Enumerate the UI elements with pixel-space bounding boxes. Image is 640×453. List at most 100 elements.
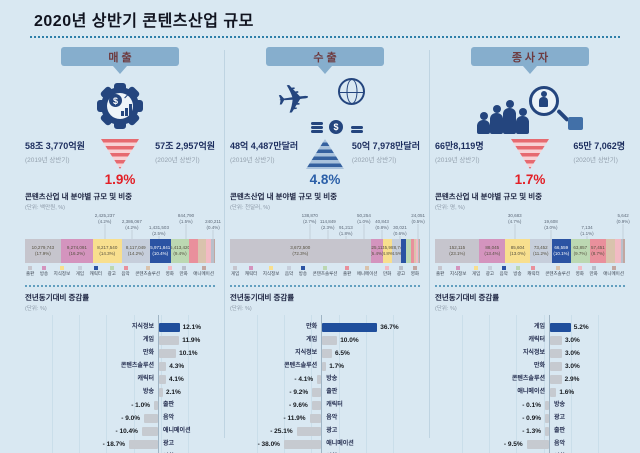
growth-value: 10.1% <box>179 350 198 357</box>
callout-leader-line <box>309 224 311 239</box>
legend-swatch <box>269 266 274 270</box>
legend-swatch <box>591 266 596 270</box>
legend-label: 지식정보 <box>262 271 280 276</box>
sales-header-label: 매출 <box>108 51 135 64</box>
callout-leader-line <box>212 230 214 239</box>
legend-item-게임: 게임 <box>231 266 239 277</box>
up-arrow-icon: ↗ <box>123 92 131 102</box>
segment-share: (6.4%) <box>370 251 384 256</box>
growth-category: 출판 <box>163 402 175 408</box>
growth-category: 만화 <box>533 363 545 369</box>
workers-header: 종사자 <box>471 47 589 66</box>
growth-category: 방송 <box>142 389 154 395</box>
growth-bar <box>545 427 549 436</box>
callout-광고: 30,021 (0.6%) <box>393 225 407 236</box>
stacked-bar: 10,279,743 (17.9%) 9,274,091 (16.2%) 8,217,5… <box>25 239 215 263</box>
legend-label: 캐릭터 <box>244 271 258 276</box>
legend-swatch <box>412 266 417 270</box>
share-callouts: 30,683 (4.7%) 19,608 (3.0%) 7,134 (1.1%) 5,642… <box>435 213 630 239</box>
legend-swatch <box>399 266 403 270</box>
legend-item-광고: 광고 <box>397 266 405 277</box>
stacked-segment-게임: 85,604 (13.0%) <box>505 239 531 263</box>
growth-section-title: 전년동기대비 증감률 <box>435 293 500 302</box>
growth-value: - 11.9% <box>283 415 306 422</box>
coin-stack-icon <box>351 130 363 133</box>
growth-value: 10.0% <box>340 337 359 344</box>
growth-category: 광고 <box>163 441 175 447</box>
share-legend: 게임 캐릭터 지식정보 음악 방송 콘텐츠솔루션 출판 애니메이션 만화 광고 영화 <box>230 266 420 277</box>
callout-애니메이션: 50,254 (1.0%) <box>357 213 371 224</box>
callout-leader-line <box>158 236 160 239</box>
growth-row-캐릭터: 4.1% 캐릭터 <box>25 373 215 386</box>
stacked-segment-음악: 66,559 (10.1%) <box>551 239 571 263</box>
stacked-segment-지식정보: 8,217,540 (14.3%) <box>93 239 122 263</box>
stacked-segment-콘텐츠솔루션 <box>197 239 207 263</box>
legend-label: 만화 <box>589 271 598 276</box>
growth-category: 콘텐츠솔루션 <box>284 363 318 369</box>
airplane-icon: ✈ <box>274 75 313 125</box>
legend-item-영화: 영화 <box>166 266 174 277</box>
stacked-segment-캐릭터: 57,451 (8.7%) <box>589 239 607 263</box>
callout-영화: 19,608 (3.0%) <box>544 219 558 230</box>
workers-change-percent: 1.7% <box>514 172 546 187</box>
person-icon <box>503 100 516 134</box>
legend-item-음악: 음악 <box>500 266 508 277</box>
stacked-segment-영화 <box>206 239 212 263</box>
segment-value: 245,904 <box>383 245 392 251</box>
sales-curr-period: (2020년 상반기) <box>155 157 200 164</box>
export-header: 수출 <box>266 47 384 66</box>
growth-value: - 9.6% <box>289 402 308 409</box>
growth-bar <box>159 362 167 371</box>
growth-bar-chart: 12.1% 지식정보 11.9% 게임 10.1% 만화 4.3% 콘텐츠솔루션 4.1% 캐릭터… <box>25 315 215 453</box>
callout-영화: 1,431,503 (2.5%) <box>148 225 169 236</box>
segment-share: (23.1%) <box>449 251 466 256</box>
export-curr-period: (2020년 상반기) <box>351 157 397 164</box>
growth-bar <box>322 323 378 332</box>
stacked-bar: 152,115 (23.1%) 88,045 (13.4%) 85,604 (13.0%)… <box>435 239 625 263</box>
legend-swatch <box>515 266 520 270</box>
growth-category: 음악 <box>163 415 175 421</box>
legend-label: 콘텐츠솔루션 <box>135 271 161 276</box>
legend-label: 방송 <box>39 271 49 276</box>
callout-방송: 138,870 (2.7%) <box>301 213 318 224</box>
share-legend: 출판 방송 지식정보 게임 캐릭터 광고 음악 콘텐츠솔루션 영화 만화 애니메이션 <box>25 266 215 277</box>
legend-swatch <box>438 266 443 270</box>
callout-출판: 91,213 (1.8%) <box>339 225 353 236</box>
growth-value: 5.2% <box>573 324 589 331</box>
gridline <box>570 315 572 453</box>
legend-label: 게임 <box>75 271 85 276</box>
segment-value: 8,117,049 <box>125 245 146 251</box>
stacked-segment-음악 <box>189 239 198 263</box>
gear-coin-chart-icon: $ ↗ <box>25 77 215 135</box>
segment-share: (4.8%) <box>383 251 392 256</box>
legend-item-애니메이션: 애니메이션 <box>357 266 377 277</box>
gridline <box>160 315 162 453</box>
segment-value: 66,559 <box>554 245 569 251</box>
workers-column: 종사자 66만8,119명 (2019년 상반기) 1.7% <box>435 47 630 453</box>
legend-swatch <box>123 266 128 270</box>
growth-value: 6.5% <box>334 350 350 357</box>
callout-콘텐츠솔루션: 114,849 (2.3%) <box>319 219 336 230</box>
growth-bar <box>311 401 322 410</box>
legend-label: 출판 <box>436 271 445 276</box>
workers-curr-period: (2020년 상반기) <box>573 157 618 164</box>
gridline <box>365 315 367 453</box>
coin-stack-icon <box>311 130 323 133</box>
growth-category: 출판 <box>326 389 338 395</box>
growth-row-음악: - 11.9% 음악 <box>230 412 420 425</box>
segment-value: 57,451 <box>591 245 605 251</box>
growth-value: - 0.1% <box>522 402 541 409</box>
growth-row-방송: 2.1% 방송 <box>25 386 215 399</box>
growth-value: - 0.9% <box>522 415 541 422</box>
legend-swatch <box>365 266 370 270</box>
legend-swatch <box>611 266 616 270</box>
growth-value: - 4.1% <box>294 376 314 383</box>
column-divider <box>429 50 430 438</box>
gridline <box>597 315 599 453</box>
growth-row-방송: - 0.1% 방송 <box>435 399 625 412</box>
callout-콘텐츠솔루션: 2,386,067 (4.2%) <box>121 219 142 230</box>
export-prev-period: (2019년 상반기) <box>230 157 275 164</box>
gridline <box>257 315 259 453</box>
stacked-segment-게임: 8,117,049 (14.2%) <box>121 239 150 263</box>
